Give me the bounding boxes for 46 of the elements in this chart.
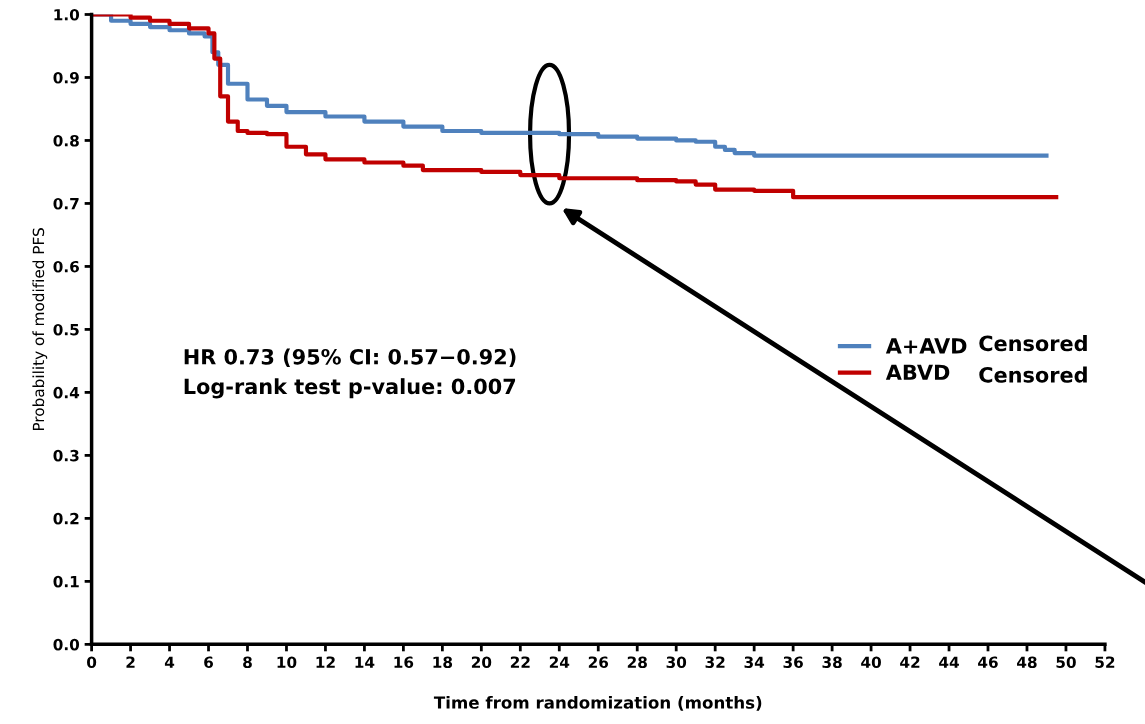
x-tick-label: 26: [588, 656, 609, 668]
y-tick-label: 0.1: [53, 575, 79, 588]
x-tick-label: 50: [1056, 656, 1076, 668]
x-tick-label: 18: [433, 656, 453, 668]
y-tick-label: 0.9: [53, 71, 79, 84]
x-axis-title: Time from randomization (months): [433, 695, 762, 711]
y-tick-label: 0.0: [53, 638, 80, 651]
x-tick-label: 24: [549, 656, 570, 668]
x-tick-label: 44: [939, 656, 959, 668]
y-tick-label: 0.7: [53, 197, 79, 210]
x-tick-label: 34: [744, 656, 765, 668]
x-tick-label: 14: [355, 656, 375, 668]
x-tick-label: 2: [126, 656, 135, 668]
y-tick-label: 1.0: [54, 8, 80, 21]
annotation: Censored: [979, 335, 1087, 352]
y-tick-label: 0.5: [53, 323, 79, 336]
x-tick-label: 12: [316, 656, 335, 668]
y-tick-label: 0.6: [53, 260, 79, 273]
x-tick-label: 48: [1017, 656, 1037, 668]
legend-label: A+AVD: [885, 338, 967, 354]
annotation: Log-rank test p-value: 0.007: [184, 378, 516, 399]
x-tick-label: 32: [705, 656, 725, 668]
annotation: HR 0.73 (95% CI: 0.57−0.92): [184, 348, 516, 368]
x-tick-label: 22: [510, 656, 530, 668]
x-tick-label: 6: [204, 656, 214, 668]
x-tick-label: 20: [471, 656, 492, 668]
x-tick-label: 30: [666, 656, 687, 668]
x-tick-label: 28: [627, 656, 647, 668]
x-tick-label: 8: [243, 656, 252, 668]
x-tick-label: 36: [783, 656, 803, 668]
y-tick-label: 0.3: [53, 449, 79, 462]
legend-label: ABVD: [885, 364, 950, 380]
y-tick-label: 0.8: [53, 134, 79, 147]
x-tick-label: 46: [978, 656, 998, 668]
x-tick-label: 0: [87, 656, 97, 668]
y-axis-title: Probability of modified PFS: [32, 228, 48, 431]
x-tick-label: 40: [861, 656, 881, 668]
x-tick-label: 42: [900, 656, 920, 668]
x-tick-label: 16: [394, 656, 414, 668]
annotation: Censored: [979, 366, 1087, 383]
x-tick-label: 52: [1095, 656, 1115, 668]
x-tick-label: 10: [277, 656, 297, 668]
y-tick-label: 0.2: [53, 512, 79, 525]
y-tick-label: 0.4: [53, 386, 80, 399]
x-tick-label: 4: [164, 656, 175, 668]
x-tick-label: 38: [822, 656, 842, 668]
